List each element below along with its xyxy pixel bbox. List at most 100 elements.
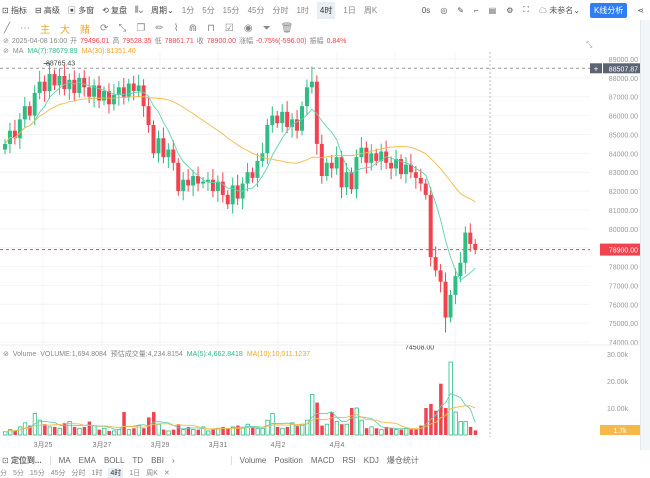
volume-bar	[419, 425, 423, 435]
toolbar-replay[interactable]: ⟲ 复盘	[102, 5, 128, 15]
main-indicator-bbi[interactable]: BBI	[151, 455, 164, 465]
candle	[324, 162, 329, 176]
volume-bar	[13, 430, 17, 435]
btf[interactable]: 周K	[146, 469, 158, 477]
filter-icon[interactable]: ⏷	[262, 22, 271, 34]
collapse-icon[interactable]: ⊘	[3, 48, 9, 55]
sub-indicator-position[interactable]: Position	[274, 455, 303, 465]
countdown: 0s	[421, 5, 431, 15]
candle	[319, 143, 324, 176]
sync-icon[interactable]: ⟳	[100, 22, 109, 34]
bet-button[interactable]: 赌	[80, 24, 91, 36]
lock-icon[interactable]: ⊓	[207, 22, 215, 34]
copy-icon[interactable]: ❐	[136, 22, 146, 34]
volume-bar	[116, 429, 122, 436]
crosshair-price: 88507.87	[609, 66, 638, 73]
tf-5m[interactable]: 5分	[202, 5, 215, 15]
main-indicator-boll[interactable]: BOLL	[103, 455, 125, 465]
tf-4h[interactable]: 4时	[316, 1, 336, 19]
tf-45m[interactable]: 45分	[247, 5, 265, 15]
fullscreen-icon[interactable]: ⛶	[523, 5, 530, 14]
volume-bar	[265, 419, 270, 436]
candle	[250, 172, 255, 178]
chevron-right-icon[interactable]: ›	[172, 455, 175, 465]
sub-indicator-liquidation[interactable]: 爆仓统计	[386, 455, 419, 465]
btf[interactable]: 分	[0, 469, 7, 477]
more-icon[interactable]: ⋯	[20, 22, 31, 34]
tf-1m[interactable]: 1分	[181, 5, 195, 15]
candle	[62, 75, 67, 90]
last-volume-label	[600, 425, 640, 435]
eye-icon[interactable]: ◉	[243, 22, 253, 34]
tf-timeshare[interactable]: 分时	[272, 5, 289, 15]
candle	[92, 85, 97, 97]
btf-selected[interactable]: 4时	[108, 467, 124, 478]
edit-icon[interactable]: ☑	[224, 22, 234, 34]
brush-icon[interactable]: ⌇	[173, 22, 179, 34]
sub-indicator-kdj[interactable]: KDJ	[363, 455, 379, 465]
k-analysis-button[interactable]: K线分析	[589, 2, 628, 18]
plus-icon: +	[594, 64, 599, 73]
candle	[354, 157, 359, 190]
candle	[3, 143, 7, 150]
trash-icon[interactable]: 🗑	[280, 22, 294, 34]
volume-tick: 10.00k	[607, 406, 629, 413]
close-icon[interactable]: ✕	[163, 469, 170, 477]
template-icon[interactable]: ▤	[488, 5, 497, 15]
candle	[220, 181, 225, 195]
btf[interactable]: 15分	[29, 469, 45, 477]
pen-icon[interactable]: ✎	[457, 5, 464, 15]
toolbar-multi-window[interactable]: ▣ 多窗	[67, 5, 95, 15]
main-indicator-ema[interactable]: EMA	[78, 455, 96, 465]
btf[interactable]: 1时	[91, 469, 103, 477]
pencil-icon[interactable]: ✏	[155, 22, 164, 34]
btf[interactable]: 5分	[13, 469, 24, 477]
main-indicator-td[interactable]: TD	[132, 455, 144, 465]
price-tick: 85000.00	[609, 132, 638, 139]
locate-button[interactable]: ⊡ 定位到...	[2, 455, 42, 465]
vol-ma10-line	[4, 405, 476, 433]
big-order-button[interactable]: 大	[60, 24, 71, 36]
btf[interactable]: 分时	[71, 469, 86, 477]
volume-bar	[374, 428, 379, 435]
chart-type-button[interactable]: ⫼⌄	[135, 5, 144, 14]
price-tick: 81000.00	[609, 208, 638, 215]
crosshair-add-button[interactable]	[590, 63, 602, 74]
candle	[141, 85, 146, 107]
period-dropdown[interactable]: 周期⌄	[151, 5, 174, 15]
layout-icon[interactable]: ⌐	[474, 5, 479, 15]
candle	[314, 81, 319, 144]
sub-indicator-rsi[interactable]: RSI	[342, 455, 356, 465]
volume-bar	[3, 431, 8, 436]
tf-week[interactable]: 周K	[363, 5, 378, 15]
collapse-icon[interactable]: ⊘	[3, 351, 9, 358]
camera-icon[interactable]: ◎	[440, 5, 448, 15]
volume-bar	[176, 424, 181, 435]
toolbar-advanced[interactable]: ⊟ 高级	[34, 5, 60, 15]
measure-icon[interactable]: ⤡	[118, 22, 127, 34]
candle	[379, 151, 384, 161]
tf-1h[interactable]: 1时	[296, 5, 309, 15]
cloud-account[interactable]: ☁ 未参名⌄	[539, 5, 580, 15]
magnet-icon[interactable]: ⋒	[188, 22, 198, 34]
candlestick-chart[interactable]: 88765.43 74508.00 89000.00 88000.00 87000.00…	[0, 0, 640, 452]
btf[interactable]: 1日	[129, 469, 141, 477]
indicator-bar: ⊡ 定位到... MA EMA BOLL TD BBI › Volume Pos…	[0, 453, 650, 467]
share-icon[interactable]: ⋖	[637, 5, 644, 15]
btf[interactable]: 45分	[50, 469, 66, 477]
tf-1d[interactable]: 1日	[343, 5, 356, 15]
settings-icon[interactable]: ⚙	[506, 5, 514, 15]
main-indicator-ma[interactable]: MA	[58, 455, 71, 465]
candle	[369, 153, 374, 163]
sub-indicator-macd[interactable]: MACD	[310, 455, 335, 465]
toolbar-indicators[interactable]: ⊡ 指标	[2, 5, 27, 15]
sub-indicator-volume[interactable]: Volume	[239, 455, 267, 465]
tf-15m[interactable]: 15分	[222, 5, 240, 15]
line-tool-icon[interactable]: ╱	[4, 22, 11, 34]
main-force-button[interactable]: 主	[40, 24, 51, 36]
expand-icon[interactable]: ⤡	[586, 40, 593, 49]
candle	[304, 87, 309, 107]
collapse-icon[interactable]: ⊘	[3, 38, 9, 45]
right-side-panel[interactable]	[640, 20, 650, 450]
volume-bar	[92, 425, 97, 436]
